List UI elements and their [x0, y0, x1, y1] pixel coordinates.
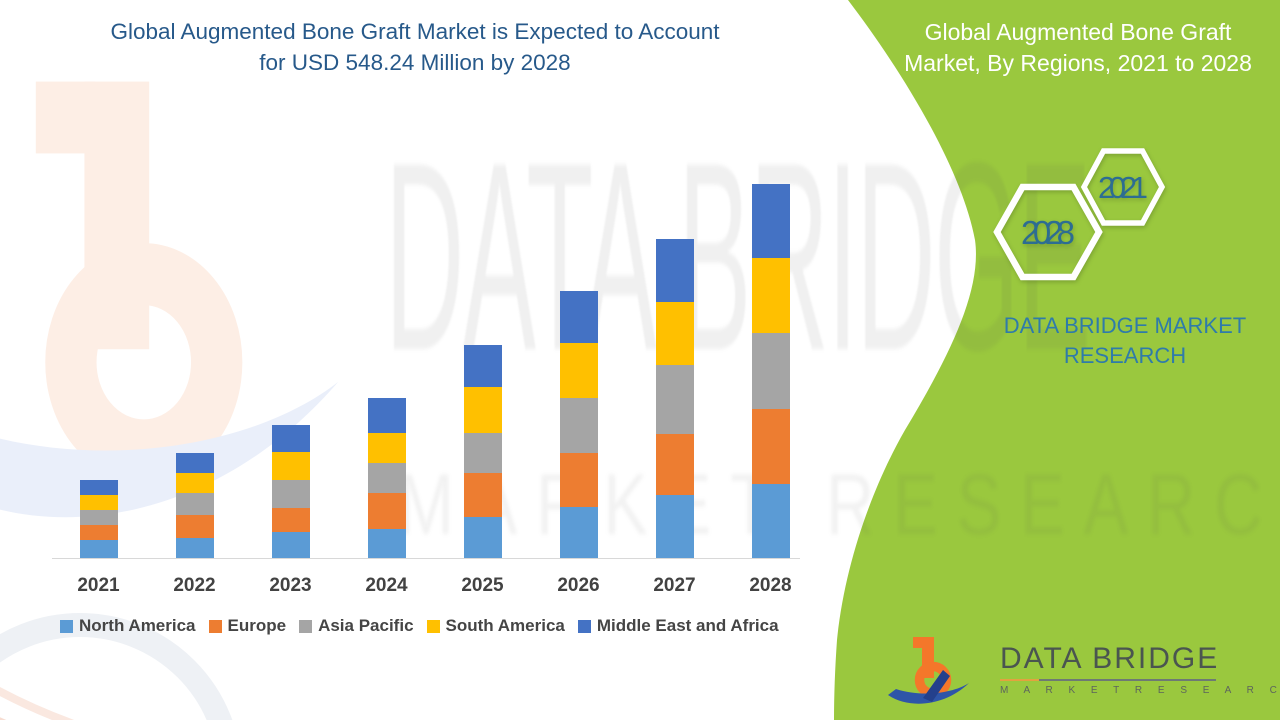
- bar-segment-2024-north-america: [367, 529, 406, 558]
- bar-segment-2028-south-america: [751, 258, 790, 333]
- x-axis-labels: 2021 2022 2023 2024 2025 2026 2027 2028: [0, 575, 830, 599]
- bar-segment-2026-middle-east-and-africa: [559, 291, 598, 344]
- hexagon-2021-label: 2021: [1098, 170, 1148, 205]
- bar-segment-2022-asia-pacific: [175, 493, 214, 516]
- bar-segment-2027-asia-pacific: [655, 364, 694, 434]
- x-axis-label-2028: 2028: [749, 575, 792, 596]
- bar-2026: [559, 291, 598, 558]
- x-axis-line: [52, 558, 800, 559]
- bar-segment-2027-north-america: [655, 495, 694, 558]
- legend-item-europe: Europe: [208, 616, 287, 636]
- page-title: Global Augmented Bone Graft Market is Ex…: [0, 16, 830, 78]
- page-title-line1: Global Augmented Bone Graft Market is Ex…: [110, 19, 720, 44]
- bar-segment-2028-asia-pacific: [751, 332, 790, 410]
- bar-2027: [655, 238, 694, 558]
- x-axis-label-2025: 2025: [461, 575, 504, 596]
- bar-segment-2023-europe: [271, 508, 310, 533]
- legend-item-middle-east-and-africa: Middle East and Africa: [577, 616, 779, 636]
- legend-item-north-america: North America: [60, 616, 196, 636]
- bar-segment-2021-europe: [79, 525, 118, 540]
- brand-caption: DATA BRIDGE MARKET RESEARCH: [992, 311, 1258, 371]
- bar-segment-2024-middle-east-and-africa: [367, 398, 406, 433]
- legend-label-middle-east-and-africa: Middle East and Africa: [596, 616, 779, 635]
- bar-segment-2026-north-america: [559, 506, 598, 558]
- legend-swatch-europe: [208, 619, 222, 633]
- bar-segment-2023-south-america: [271, 452, 310, 481]
- corner-arcs-watermark: [0, 613, 233, 720]
- bar-segment-2028-europe: [751, 409, 790, 484]
- legend-swatch-south-america: [426, 619, 440, 633]
- side-panel-title-line2: Market, By Regions, 2021 to 2028: [904, 50, 1252, 76]
- bar-segment-2027-europe: [655, 433, 694, 496]
- databridge-logo-text: DATA BRIDGE M A R K E T R E S E A R C H: [1000, 642, 1280, 696]
- bar-segment-2021-north-america: [79, 539, 118, 558]
- bar-segment-2025-north-america: [463, 517, 502, 558]
- bar-segment-2025-south-america: [463, 386, 502, 434]
- legend-label-europe: Europe: [227, 616, 287, 635]
- hexagon-2028: [993, 183, 1103, 281]
- bar-segment-2025-asia-pacific: [463, 433, 502, 474]
- bar-segment-2026-asia-pacific: [559, 397, 598, 453]
- x-axis-label-2024: 2024: [365, 575, 408, 596]
- chart-legend: North America Europe Asia Pacific South Ame…: [60, 616, 779, 636]
- hexagon-badges: 2021 2028: [993, 148, 1166, 281]
- brand-caption-line2: RESEARCH: [1063, 343, 1187, 368]
- databridge-logo-name: DATA BRIDGE: [1000, 642, 1220, 675]
- bar-segment-2026-south-america: [559, 343, 598, 398]
- bar-2021: [79, 480, 118, 558]
- legend-label-asia-pacific: Asia Pacific: [318, 616, 414, 635]
- watermark-text-line1: DATA BRIDGE: [385, 106, 1091, 406]
- bar-segment-2025-europe: [463, 473, 502, 518]
- x-axis-label-2021: 2021: [77, 575, 120, 596]
- bar-segment-2022-south-america: [175, 472, 214, 494]
- side-panel-title-line1: Global Augmented Bone Graft: [924, 19, 1232, 45]
- bar-segment-2023-middle-east-and-africa: [271, 424, 310, 453]
- x-axis-label-2022: 2022: [173, 575, 216, 596]
- databridge-logo-tagline: M A R K E T R E S E A R C H: [1000, 685, 1280, 696]
- legend-item-south-america: South America: [426, 616, 565, 636]
- bar-segment-2025-middle-east-and-africa: [463, 344, 502, 387]
- bar-segment-2027-south-america: [655, 302, 694, 365]
- bar-segment-2022-middle-east-and-africa: [175, 452, 214, 473]
- page-title-line2: for USD 548.24 Million by 2028: [259, 50, 571, 75]
- bar-segment-2024-asia-pacific: [367, 462, 406, 493]
- watermark-text-line2: MARKET RESEARCH: [398, 457, 1280, 553]
- bar-2023: [271, 424, 310, 558]
- hexagon-2028-label: 2028: [1021, 214, 1075, 251]
- bar-segment-2023-asia-pacific: [271, 480, 310, 509]
- x-axis-label-2026: 2026: [557, 575, 600, 596]
- bar-segment-2021-asia-pacific: [79, 510, 118, 526]
- bar-segment-2028-middle-east-and-africa: [751, 183, 790, 259]
- legend-swatch-asia-pacific: [299, 619, 313, 633]
- bar-segment-2023-north-america: [271, 532, 310, 558]
- side-panel-title: Global Augmented Bone Graft Market, By R…: [882, 17, 1274, 79]
- bar-2024: [367, 398, 406, 558]
- bar-2028: [751, 183, 790, 558]
- legend-swatch-north-america: [60, 619, 73, 633]
- x-axis-label-2023: 2023: [269, 575, 312, 596]
- bar-segment-2027-middle-east-and-africa: [655, 238, 694, 303]
- hexagon-2021: [1080, 148, 1166, 226]
- bar-segment-2021-middle-east-and-africa: [79, 480, 118, 496]
- legend-label-north-america: North America: [79, 616, 196, 635]
- databridge-logo-icon: [888, 637, 969, 704]
- bar-segment-2021-south-america: [79, 495, 118, 511]
- bar-segment-2024-europe: [367, 492, 406, 530]
- stacked-bar-chart: [55, 168, 800, 558]
- legend-swatch-middle-east-and-africa: [577, 619, 591, 633]
- legend-item-asia-pacific: Asia Pacific: [299, 616, 414, 636]
- bar-2022: [175, 452, 214, 558]
- bar-segment-2022-europe: [175, 515, 214, 539]
- bar-2025: [463, 344, 502, 558]
- x-axis-label-2027: 2027: [653, 575, 696, 596]
- bar-segment-2028-north-america: [751, 483, 790, 558]
- logo-divider: [1000, 679, 1216, 681]
- bar-segment-2024-south-america: [367, 432, 406, 463]
- brand-caption-line1: DATA BRIDGE MARKET: [1003, 313, 1247, 338]
- bar-segment-2026-europe: [559, 452, 598, 507]
- bar-segment-2022-north-america: [175, 538, 214, 558]
- legend-label-south-america: South America: [445, 616, 565, 635]
